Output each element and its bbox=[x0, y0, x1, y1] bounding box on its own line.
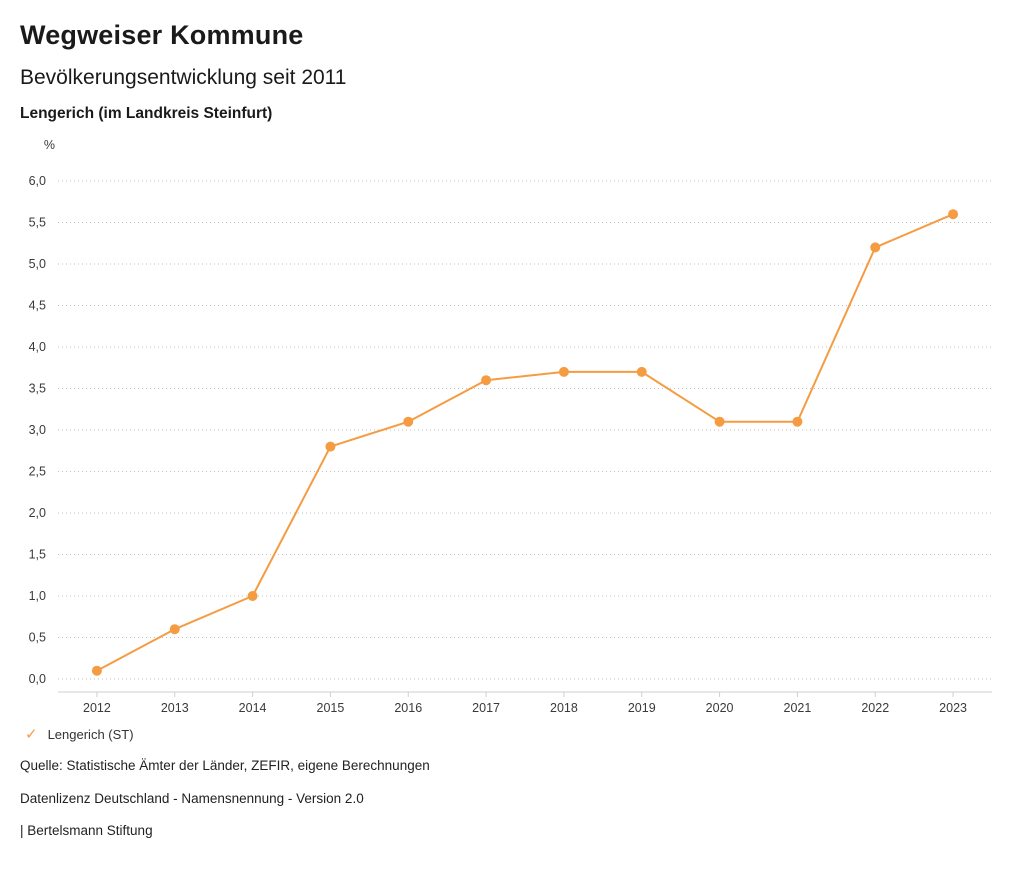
data-point-marker[interactable] bbox=[481, 375, 492, 386]
x-tick-label: 2015 bbox=[317, 701, 345, 715]
y-tick-label: 1,5 bbox=[29, 548, 46, 562]
y-tick-label: 2,5 bbox=[29, 465, 46, 479]
y-tick-label: 4,0 bbox=[29, 340, 46, 354]
data-point-marker[interactable] bbox=[403, 416, 414, 427]
check-icon: ✓ bbox=[25, 726, 38, 743]
x-tick-label: 2021 bbox=[784, 701, 812, 715]
chart-title: Bevölkerungsentwicklung seit 2011 bbox=[20, 66, 347, 89]
x-tick-label: 2018 bbox=[550, 701, 578, 715]
legend-item-lengerich[interactable]: ✓ Lengerich (ST) bbox=[25, 727, 134, 742]
data-point-marker[interactable] bbox=[91, 665, 102, 676]
y-tick-label: 0,0 bbox=[29, 672, 46, 686]
series-line bbox=[96, 213, 954, 672]
y-tick-label: 5,0 bbox=[29, 257, 46, 271]
x-tick-label: 2022 bbox=[861, 701, 889, 715]
y-tick-label: 3,0 bbox=[29, 423, 46, 437]
x-tick-label: 2014 bbox=[239, 701, 267, 715]
data-point-marker[interactable] bbox=[714, 416, 725, 427]
data-point-marker[interactable] bbox=[325, 441, 336, 452]
y-tick-label: 4,5 bbox=[29, 299, 46, 313]
y-tick-label: 0,5 bbox=[29, 631, 46, 645]
x-tick-label: 2012 bbox=[83, 701, 111, 715]
x-tick-label: 2019 bbox=[628, 701, 656, 715]
legend-label: Lengerich (ST) bbox=[47, 727, 134, 742]
y-tick-label: 2,0 bbox=[29, 506, 46, 520]
wegweiser-kommune-page: Wegweiser Kommune Bevölkerungsentwicklun… bbox=[0, 0, 1024, 838]
source-text: Quelle: Statistische Ämter der Länder, Z… bbox=[20, 758, 430, 773]
x-tick-label: 2016 bbox=[394, 701, 422, 715]
data-point-marker[interactable] bbox=[948, 209, 959, 220]
data-point-marker[interactable] bbox=[792, 416, 803, 427]
x-tick-label: 2020 bbox=[706, 701, 734, 715]
data-point-marker[interactable] bbox=[247, 591, 258, 601]
region-subtitle: Lengerich (im Landkreis Steinfurt) bbox=[20, 105, 273, 122]
y-tick-label: 1,0 bbox=[29, 589, 46, 603]
chart-footer: Quelle: Statistische Ämter der Länder, Z… bbox=[0, 742, 1024, 838]
x-tick-label: 2013 bbox=[161, 701, 189, 715]
license-text: Datenlizenz Deutschland - Namensnennung … bbox=[20, 790, 364, 806]
data-point-marker[interactable] bbox=[636, 366, 647, 377]
y-tick-label: 6,0 bbox=[29, 174, 46, 188]
legend: ✓ Lengerich (ST) bbox=[0, 723, 1024, 742]
x-tick-label: 2023 bbox=[939, 701, 967, 715]
y-axis-unit-label: % bbox=[44, 138, 55, 152]
data-point-marker[interactable] bbox=[870, 242, 881, 253]
attribution-text: | Bertelsmann Stiftung bbox=[20, 823, 153, 838]
y-tick-label: 3,5 bbox=[29, 382, 46, 396]
x-tick-label: 2017 bbox=[472, 701, 500, 715]
population-development-line-chart: % 6,0 5,5 5,0 4,5 4,0 3,5 3,0 2,5 2,0 1,5 1,0 0,5 0,0… bbox=[29, 138, 992, 715]
app-title: Wegweiser Kommune bbox=[20, 20, 304, 50]
data-point-marker[interactable] bbox=[558, 366, 569, 377]
chart-header: Wegweiser Kommune Bevölkerungsentwicklun… bbox=[0, 0, 1024, 123]
y-tick-label: 5,5 bbox=[29, 216, 46, 230]
data-point-marker[interactable] bbox=[169, 624, 180, 635]
